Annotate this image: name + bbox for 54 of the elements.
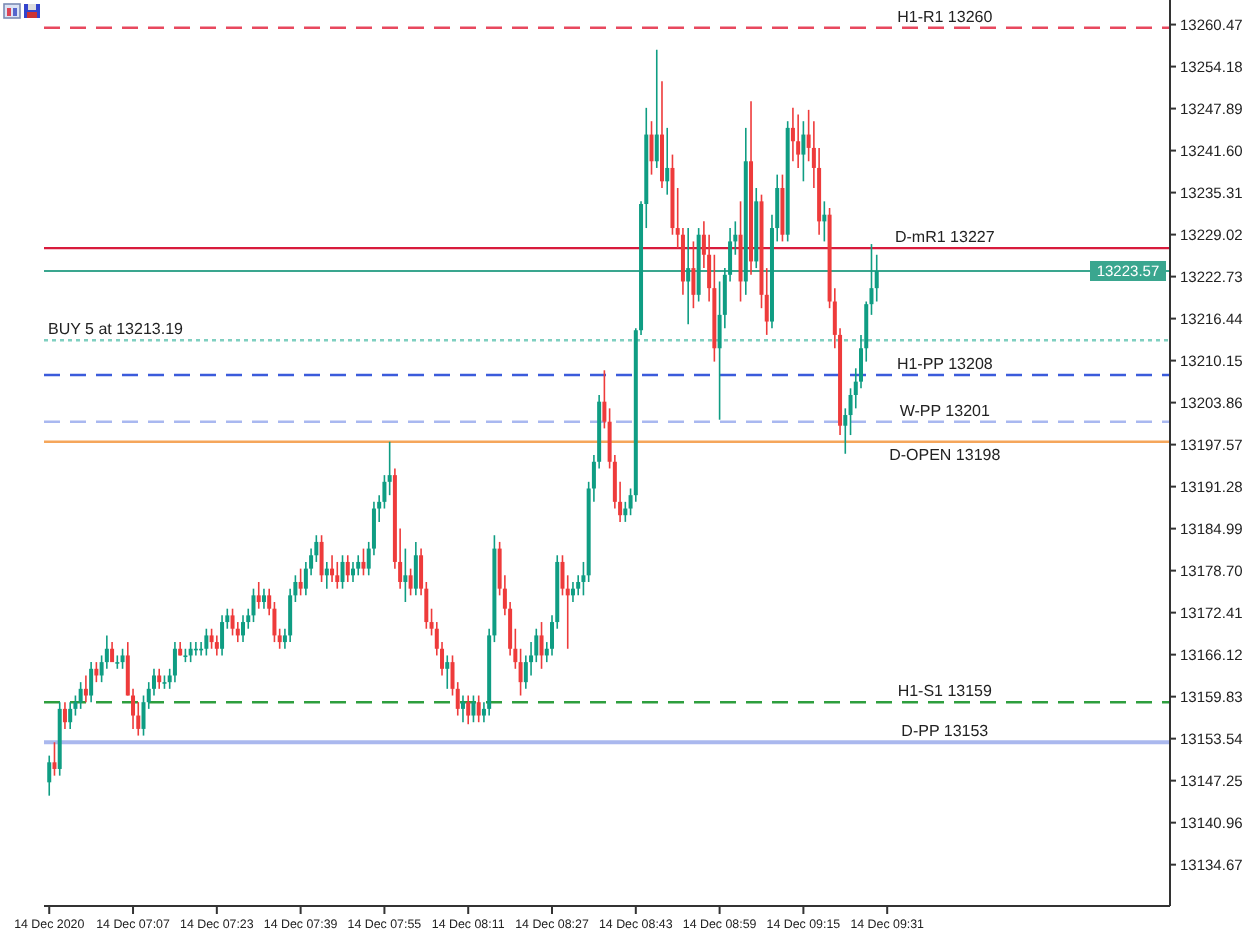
candlestick [204, 627, 209, 657]
candlestick [157, 668, 162, 690]
candlestick [89, 661, 94, 703]
candlestick [298, 567, 303, 597]
ref-line-label: D-mR1 13227 [894, 228, 996, 247]
candlestick [460, 694, 465, 724]
candlestick [665, 127, 670, 196]
candlestick [52, 741, 57, 777]
ref-line-label: H1-R1 13260 [897, 7, 994, 26]
ref-line-label: BUY 5 at 13213.19 [48, 320, 185, 339]
candlestick [261, 587, 266, 610]
candlestick [47, 754, 52, 797]
candlestick [335, 561, 340, 590]
candlestick [686, 227, 691, 326]
candlestick [230, 607, 235, 637]
candlestick [62, 701, 67, 730]
candlestick [801, 120, 806, 183]
candlestick [403, 547, 408, 603]
candlestick [790, 107, 795, 163]
candlestick [241, 614, 246, 643]
candlestick [471, 694, 476, 724]
candlestick [649, 120, 654, 176]
candlestick [209, 627, 214, 650]
candlestick [78, 681, 83, 710]
candlestick [319, 534, 324, 583]
candlestick [120, 647, 125, 670]
ref-line-label: H1-PP 13208 [896, 354, 994, 373]
candlestick [251, 587, 256, 623]
candlestick [172, 641, 177, 683]
candlestick [408, 567, 413, 597]
candlestick [345, 554, 350, 583]
candlestick [445, 654, 450, 690]
candlestick [83, 674, 88, 703]
candlestick [796, 113, 801, 169]
candlestick [780, 173, 785, 243]
ref-line-label: D-OPEN 13198 [889, 445, 1002, 464]
ref-line-label: W-PP 13201 [899, 401, 991, 420]
candlestick [214, 634, 219, 657]
candlestick [340, 554, 345, 590]
candlestick [361, 547, 366, 577]
candlestick [466, 694, 471, 726]
candlestick [654, 48, 659, 169]
ref-line-label: D-PP 13153 [901, 722, 990, 741]
candlestick [476, 694, 481, 724]
candlestick [68, 701, 73, 730]
candlestick [738, 200, 743, 303]
ref-line-label: H1-S1 13159 [897, 682, 994, 701]
candlestick [413, 541, 418, 597]
candlestick [659, 80, 664, 189]
candlestick [691, 240, 696, 309]
candlestick [220, 614, 225, 657]
candlestick [539, 621, 544, 670]
candlestick [256, 581, 261, 610]
candlestick [356, 554, 361, 577]
